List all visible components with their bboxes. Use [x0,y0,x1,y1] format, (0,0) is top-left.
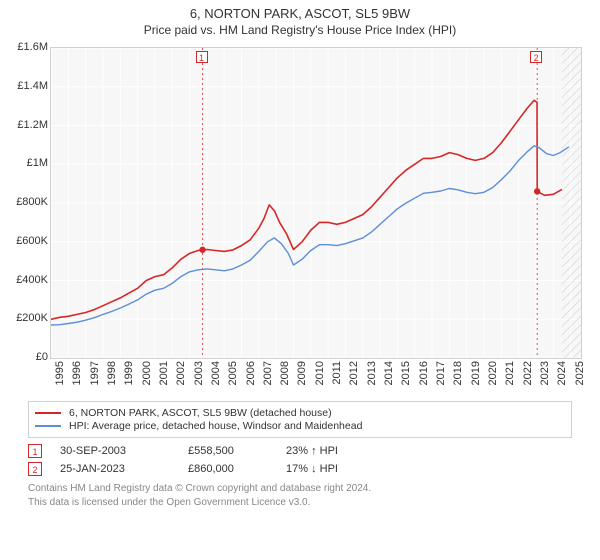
sale-price: £558,500 [188,445,268,457]
sale-price: £860,000 [188,463,268,475]
page-subtitle: Price paid vs. HM Land Registry's House … [0,23,600,37]
x-tick-label: 2016 [418,361,430,385]
plot-svg [51,48,581,358]
legend: 6, NORTON PARK, ASCOT, SL5 9BW (detached… [28,401,572,438]
x-tick-label: 2012 [348,361,360,385]
x-tick-label: 2009 [296,361,308,385]
y-tick-label: £600K [0,235,48,247]
footer-line-2: This data is licensed under the Open Gov… [28,496,572,510]
legend-item: 6, NORTON PARK, ASCOT, SL5 9BW (detached… [35,407,565,419]
y-tick-label: £1.6M [0,41,48,53]
x-tick-label: 2018 [452,361,464,385]
x-tick-label: 2010 [314,361,326,385]
chart: £0 £200K £400K £600K £800K £1M £1.2M £1.4M £1.6M… [0,37,600,397]
x-tick-label: 1995 [54,361,66,385]
page-title: 6, NORTON PARK, ASCOT, SL5 9BW [0,6,600,21]
x-tick-label: 2019 [470,361,482,385]
legend-label: 6, NORTON PARK, ASCOT, SL5 9BW (detached… [69,407,332,419]
y-tick-label: £0 [0,351,48,363]
x-tick-label: 2006 [245,361,257,385]
y-tick-label: £1M [0,157,48,169]
x-tick-label: 2021 [504,361,516,385]
y-tick-label: £1.2M [0,119,48,131]
legend-swatch [35,425,61,427]
sale-row-marker: 1 [28,444,42,458]
sale-row-marker: 2 [28,462,42,476]
sale-marker: 1 [196,51,208,63]
legend-label: HPI: Average price, detached house, Wind… [69,420,362,432]
x-tick-label: 2004 [210,361,222,385]
x-tick-label: 2008 [279,361,291,385]
footer-line-1: Contains HM Land Registry data © Crown c… [28,482,572,496]
x-tick-label: 2011 [331,361,343,385]
x-tick-label: 2024 [556,361,568,385]
x-tick-label: 2015 [400,361,412,385]
sale-marker: 2 [530,51,542,63]
sale-row: 2 25-JAN-2023 £860,000 17% ↓ HPI [28,462,572,476]
legend-item: HPI: Average price, detached house, Wind… [35,420,565,432]
x-tick-label: 2013 [366,361,378,385]
legend-swatch [35,412,61,414]
x-tick-label: 1999 [123,361,135,385]
y-tick-label: £1.4M [0,80,48,92]
x-tick-label: 1998 [106,361,118,385]
x-tick-label: 2007 [262,361,274,385]
x-tick-label: 2003 [193,361,205,385]
sale-date: 30-SEP-2003 [60,445,170,457]
x-tick-label: 2017 [435,361,447,385]
x-tick-label: 2002 [175,361,187,385]
y-tick-label: £800K [0,196,48,208]
x-tick-label: 2001 [158,361,170,385]
x-tick-label: 2022 [522,361,534,385]
sale-pct: 23% ↑ HPI [286,445,386,457]
x-tick-label: 2023 [539,361,551,385]
x-tick-label: 2005 [227,361,239,385]
x-tick-label: 2014 [383,361,395,385]
y-tick-label: £400K [0,274,48,286]
sale-row: 1 30-SEP-2003 £558,500 23% ↑ HPI [28,444,572,458]
footer: Contains HM Land Registry data © Crown c… [28,482,572,509]
x-tick-label: 2020 [487,361,499,385]
sale-pct: 17% ↓ HPI [286,463,386,475]
x-tick-label: 2025 [574,361,586,385]
sales-table: 1 30-SEP-2003 £558,500 23% ↑ HPI 2 25-JAN-202… [28,444,572,476]
x-tick-label: 2000 [141,361,153,385]
sale-date: 25-JAN-2023 [60,463,170,475]
x-tick-label: 1997 [89,361,101,385]
x-tick-label: 1996 [71,361,83,385]
y-tick-label: £200K [0,312,48,324]
plot-area [50,47,582,359]
